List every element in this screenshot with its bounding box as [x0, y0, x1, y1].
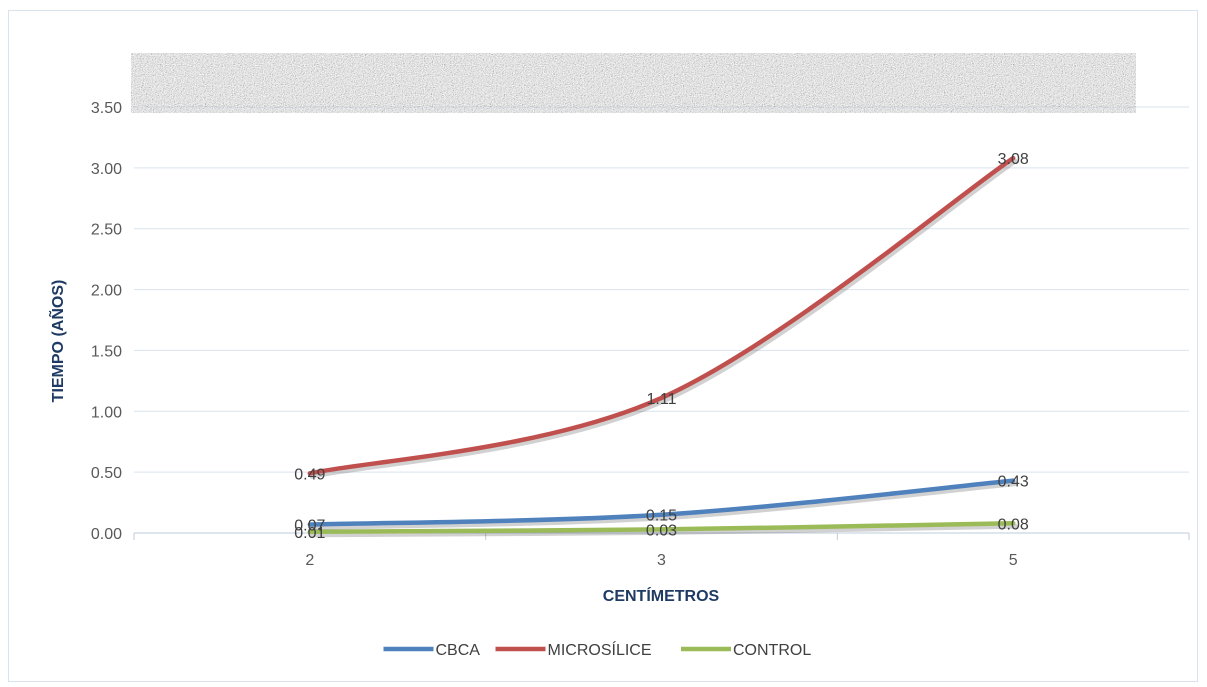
legend: CBCA MICROSÍLICE CONTROL — [383, 640, 811, 659]
legend-label-cbca: CBCA — [436, 642, 481, 659]
line-chart: 0.00 0.50 1.00 1.50 2.00 2.50 3.00 3.50 2 3 5 0.0… — [47, 53, 1190, 659]
series-shadow-control — [309, 523, 1018, 538]
series-shadow-micros-lice — [309, 158, 1018, 479]
gridlines — [134, 106, 1189, 473]
series-lines — [307, 155, 1018, 538]
series-line-control — [307, 521, 1016, 535]
data-label-control: 0.08 — [998, 516, 1029, 533]
x-axis-title: CENTÍMETROS — [603, 586, 720, 605]
y-axis-title: TIEMPO (AÑOS) — [47, 280, 67, 403]
data-labels: 0.07 0.15 0.43 0.49 1.11 3.08 0.01 0.03 0.08 — [294, 151, 1029, 542]
data-label-cbca: 0.15 — [646, 508, 677, 525]
y-axis-ticks: 0.00 0.50 1.00 1.50 2.00 2.50 3.00 3.50 — [91, 100, 122, 543]
y-tick-label: 3.50 — [91, 100, 122, 117]
data-label-control: 0.01 — [294, 525, 325, 542]
y-tick-label: 2.00 — [91, 283, 122, 300]
data-label-cbca: 0.43 — [998, 474, 1029, 491]
series-line-cbca — [307, 478, 1016, 527]
y-tick-label: 0.50 — [91, 465, 122, 482]
series-line-micros-lice — [307, 155, 1016, 476]
y-tick-label: 1.50 — [91, 343, 122, 360]
series-shadow-cbca — [309, 481, 1018, 530]
data-label-micros-lice: 3.08 — [998, 151, 1029, 168]
y-tick-label: 2.50 — [91, 222, 122, 239]
data-label-control: 0.03 — [646, 522, 677, 539]
data-label-cbca: 0.07 — [294, 517, 325, 534]
x-tick-label: 3 — [657, 552, 666, 569]
legend-label-micros-lice: MICROSÍLICE — [548, 640, 652, 659]
y-tick-label: 1.00 — [91, 404, 122, 421]
x-tick-label: 5 — [1009, 552, 1018, 569]
chart-frame: 0.00 0.50 1.00 1.50 2.00 2.50 3.00 3.50 2 3 5 0.0… — [8, 10, 1198, 682]
data-label-micros-lice: 0.49 — [294, 466, 325, 483]
y-tick-label: 3.00 — [91, 161, 122, 178]
y-tick-label: 0.00 — [91, 526, 122, 543]
data-label-micros-lice: 1.11 — [647, 391, 677, 408]
redacted-noise-block — [131, 53, 1136, 113]
x-tick-label: 2 — [305, 552, 314, 569]
legend-label-control: CONTROL — [733, 642, 811, 659]
